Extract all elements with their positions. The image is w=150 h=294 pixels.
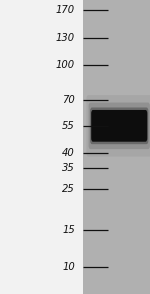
Text: 130: 130 [56,33,75,43]
Text: 55: 55 [62,121,75,131]
Text: 10: 10 [62,262,75,272]
FancyBboxPatch shape [86,95,150,156]
FancyBboxPatch shape [90,108,148,144]
Bar [0,0,83,294]
Text: 170: 170 [56,5,75,15]
Text: 35: 35 [62,163,75,173]
Text: 40: 40 [62,148,75,158]
FancyBboxPatch shape [88,103,150,149]
Text: 15: 15 [62,225,75,235]
FancyBboxPatch shape [91,110,147,142]
Text: 100: 100 [56,60,75,70]
Bar [83,0,150,294]
Text: 25: 25 [62,184,75,194]
Text: 70: 70 [62,95,75,105]
